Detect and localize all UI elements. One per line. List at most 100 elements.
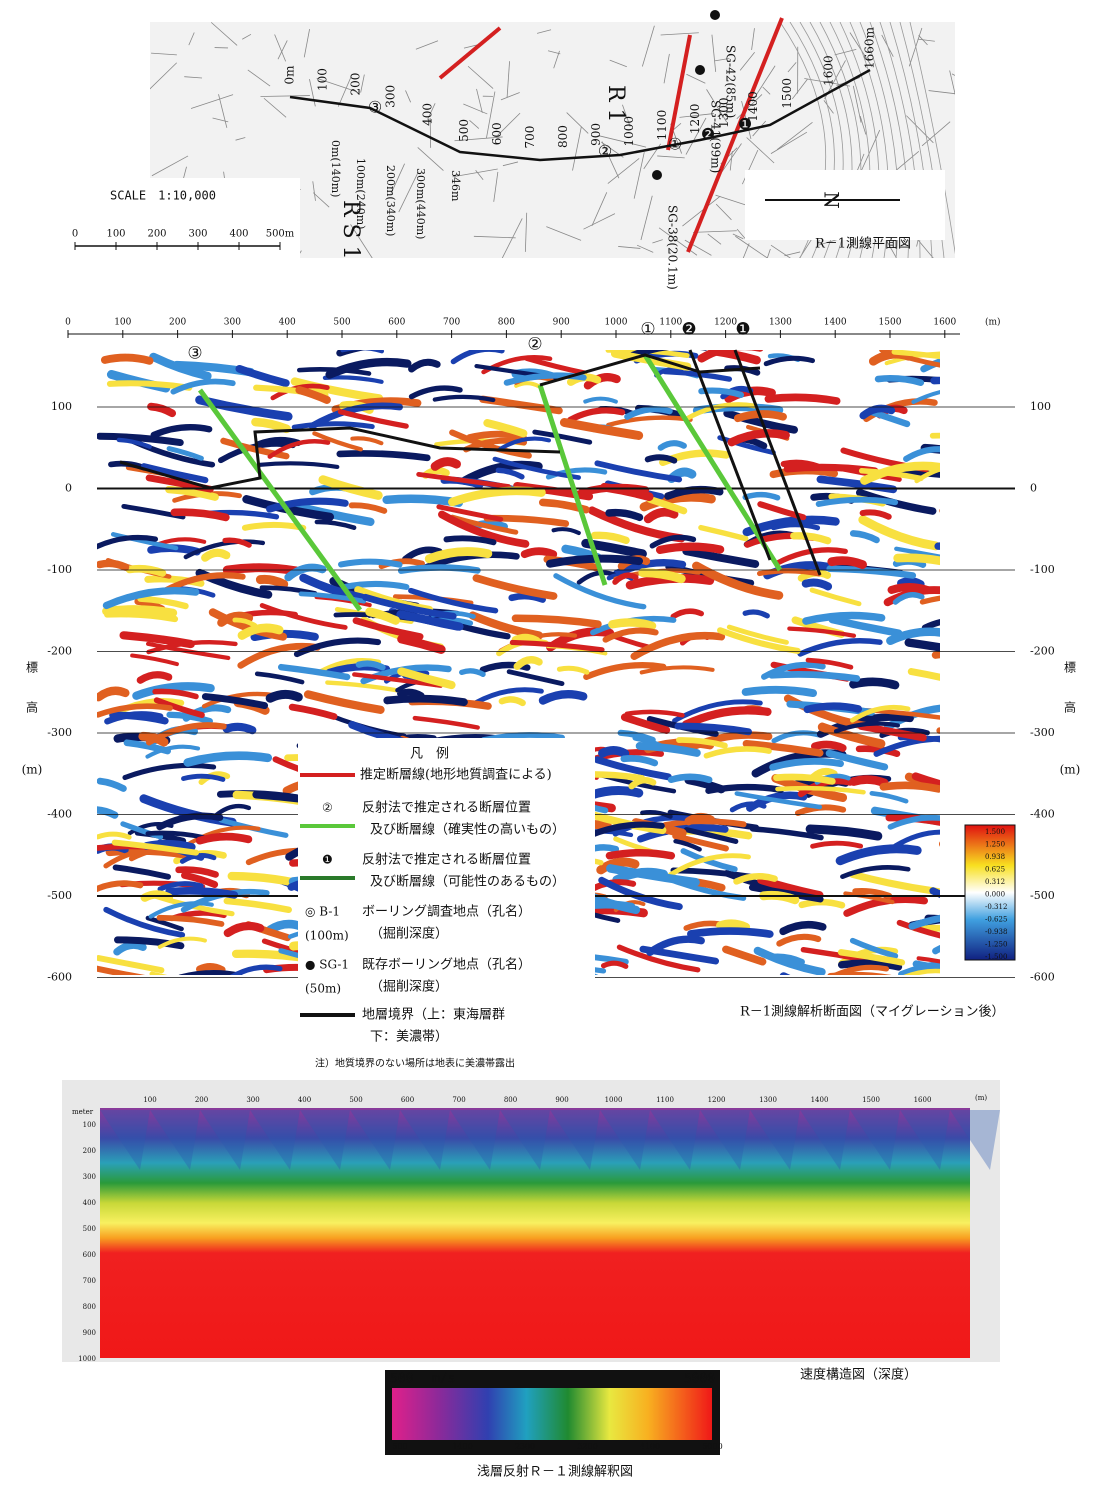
map-street: [770, 131, 808, 154]
legend-text: 推定断層線(地形地質調査による): [360, 767, 552, 783]
map-street: [859, 115, 867, 135]
reflector: [365, 607, 401, 625]
reflector: [638, 568, 686, 584]
reflector: [303, 690, 385, 714]
reflector: [849, 937, 899, 959]
velocity-wave: [750, 1110, 800, 1170]
reflector: [509, 639, 605, 653]
reflector: [605, 848, 676, 860]
fault-marker: ②: [598, 142, 612, 161]
reflector: [145, 915, 184, 932]
scale-tick-label: 400: [229, 229, 248, 240]
map-street: [591, 192, 608, 226]
reflector: [835, 844, 922, 866]
reflector: [450, 350, 505, 365]
reflector: [620, 713, 671, 734]
reflector: [468, 611, 544, 640]
velocity-wave: [600, 1110, 650, 1170]
map-street: [597, 135, 647, 148]
fault-reflection: [537, 384, 608, 586]
reflector: [887, 814, 940, 830]
y-tick-label: -300: [47, 726, 72, 739]
reflector: [805, 824, 883, 841]
reflector: [773, 773, 836, 785]
map-street: [714, 58, 730, 62]
map-street: [309, 79, 316, 107]
map-street: [751, 28, 755, 50]
y-tick-label: -600: [1030, 971, 1055, 984]
reflector: [511, 614, 602, 628]
x-tick-label: 600: [388, 318, 405, 328]
amp-scale: [964, 824, 1016, 961]
reflector: [936, 727, 940, 734]
x-tick-label: 200: [169, 318, 186, 328]
map-street: [609, 59, 627, 68]
map-street: [190, 94, 234, 109]
v-x-tick: 1200: [708, 1096, 726, 1104]
reflector: [181, 773, 226, 782]
boundary: [119, 426, 561, 490]
reflector: [672, 833, 729, 852]
velocity-wave: [800, 1110, 850, 1170]
reflector: [340, 350, 384, 354]
fault-marker: ①: [640, 320, 655, 340]
reflector: [97, 432, 184, 447]
velocity-title: 浅層反射Ｒ－１測線解釈図: [477, 1464, 633, 1480]
reflector: [673, 838, 702, 852]
reflector: [742, 609, 770, 619]
x-tick-label: 1600: [933, 318, 956, 328]
reflector: [616, 944, 701, 973]
cb-max: 5000: [684, 1372, 715, 1387]
v-x-tick: 100: [143, 1096, 156, 1104]
map-street: [475, 170, 484, 181]
reflector: [152, 688, 199, 700]
reflector: [348, 502, 388, 514]
reflector: [757, 501, 807, 521]
map-street: [928, 90, 955, 95]
distance-label: 500: [457, 119, 471, 142]
reflector: [608, 618, 657, 630]
rs1-distance: 346m: [449, 170, 462, 202]
reflector: [132, 682, 215, 700]
y-tick-label: -400: [47, 808, 72, 821]
reflector: [883, 704, 940, 731]
reflector: [265, 689, 303, 703]
fault-marker: ③: [187, 344, 202, 364]
reflector: [776, 933, 822, 947]
line-label: R S 1: [338, 200, 363, 260]
map-street: [405, 90, 412, 103]
map-street: [686, 73, 706, 84]
amp-label: 0.000: [985, 891, 1005, 899]
reflector: [615, 978, 700, 1006]
reflector: [593, 756, 672, 781]
reflector: [893, 553, 940, 566]
fault-possible: [733, 349, 822, 576]
map-street: [506, 61, 510, 98]
scale-tick-label: 0: [72, 229, 78, 240]
cb-tick: 500: [392, 1442, 407, 1451]
amp-label: 1.250: [985, 841, 1005, 849]
map-street: [398, 171, 419, 213]
fault-marker: ②: [527, 335, 542, 355]
y-label: 標: [26, 661, 38, 675]
x-tick-label: 1100: [659, 318, 682, 328]
reflector: [620, 755, 659, 767]
reflector: [898, 960, 940, 975]
x-tick-label: 0: [65, 318, 71, 328]
distance-label: 0m: [283, 65, 297, 85]
reflector: [520, 547, 558, 559]
reflector: [123, 739, 171, 755]
map-street: [732, 233, 744, 240]
scale-box: [60, 178, 300, 258]
reflector: [775, 785, 866, 795]
v-y-tick: 900: [83, 1329, 96, 1337]
legend-text: 反射法で推定される断層位置: [362, 852, 531, 868]
map-street: [618, 246, 641, 249]
reflector: [201, 693, 269, 710]
reflector: [612, 572, 639, 585]
map-street: [473, 235, 516, 239]
reflector: [532, 429, 593, 445]
velocity-wave: [250, 1110, 300, 1170]
map-street: [463, 103, 488, 115]
reflector: [235, 364, 290, 387]
